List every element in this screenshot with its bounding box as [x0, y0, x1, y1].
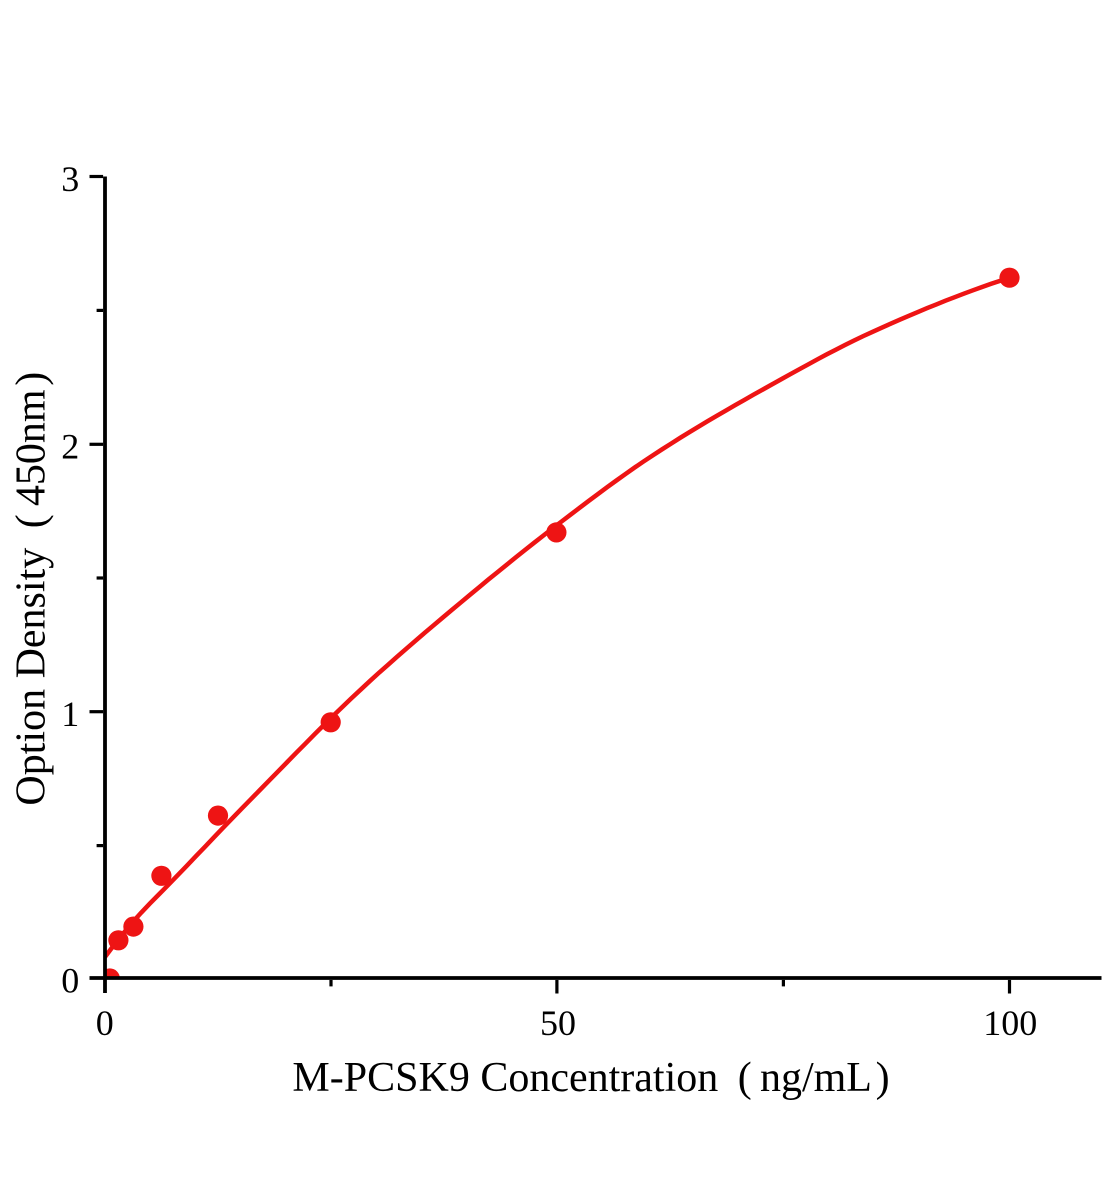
- svg-text:100: 100: [983, 1003, 1037, 1043]
- svg-text:2: 2: [61, 427, 79, 467]
- svg-text:0: 0: [96, 1003, 114, 1043]
- svg-text:3: 3: [61, 159, 79, 199]
- svg-text:1: 1: [61, 694, 79, 734]
- svg-text:M-PCSK9 Concentration(ng/mL): M-PCSK9 Concentration(ng/mL): [292, 1055, 889, 1101]
- svg-text:50: 50: [540, 1003, 576, 1043]
- svg-text:Option Density(450nm): Option Density(450nm): [8, 372, 54, 806]
- svg-text:0: 0: [61, 960, 79, 1000]
